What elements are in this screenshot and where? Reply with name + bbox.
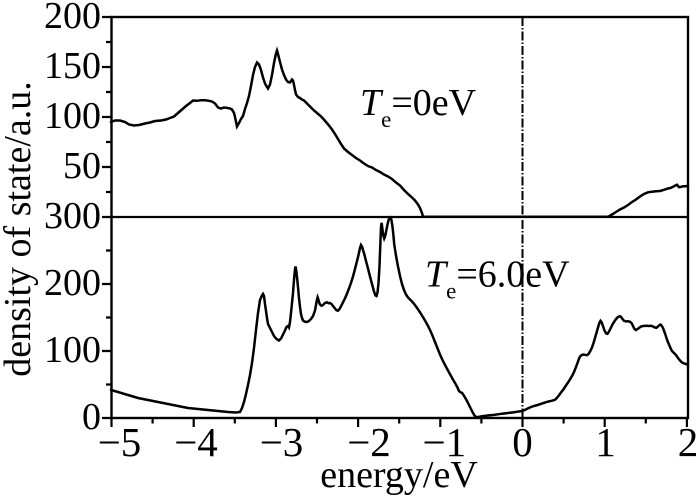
svg-text:−4: −4 (174, 419, 218, 465)
svg-text:−5: −5 (98, 419, 142, 465)
svg-text:Te=6.0eV: Te=6.0eV (425, 254, 570, 304)
svg-text:200: 200 (44, 0, 101, 37)
svg-text:100: 100 (44, 329, 101, 371)
svg-text:2: 2 (678, 419, 699, 465)
svg-text:density of state/a.u.: density of state/a.u. (0, 81, 39, 376)
svg-text:0: 0 (512, 419, 533, 465)
svg-text:1: 1 (595, 419, 616, 465)
svg-text:300: 300 (44, 195, 101, 237)
svg-text:−1: −1 (422, 419, 466, 465)
svg-text:100: 100 (44, 95, 101, 137)
svg-text:−2: −2 (347, 419, 391, 465)
svg-text:50: 50 (63, 145, 101, 187)
svg-text:150: 150 (44, 45, 101, 87)
svg-text:energy/eV: energy/eV (320, 454, 478, 496)
svg-text:200: 200 (44, 262, 101, 304)
svg-text:0: 0 (82, 396, 101, 438)
svg-text:−3: −3 (260, 419, 304, 465)
svg-text:Te=0eV: Te=0eV (360, 82, 477, 132)
